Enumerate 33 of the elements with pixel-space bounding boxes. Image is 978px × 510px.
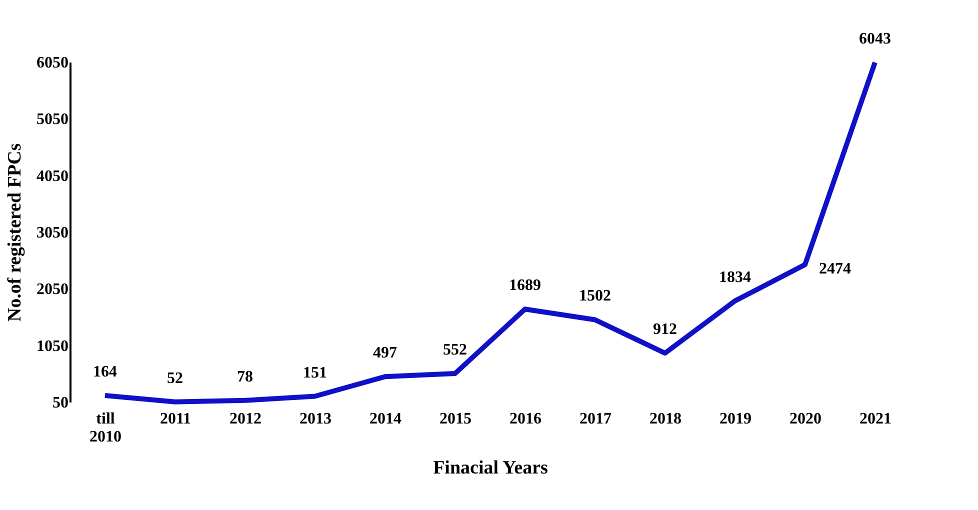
data-label: 2474	[819, 260, 851, 278]
y-tick-label: 50	[52, 394, 68, 412]
y-tick-label: 3050	[36, 224, 68, 242]
data-label: 497	[373, 344, 397, 362]
y-tick-label: 5050	[36, 111, 68, 128]
x-tick-label: 2021	[860, 410, 892, 428]
data-label: 1689	[509, 277, 541, 294]
x-tick-label: 2013	[300, 410, 332, 428]
data-label: 1834	[719, 268, 751, 286]
y-tick-label: 1050	[36, 338, 68, 355]
data-label: 552	[443, 342, 467, 359]
data-label: 151	[303, 364, 327, 382]
y-tick-label: 2050	[36, 281, 68, 298]
y-tick-label: 6050	[36, 54, 68, 72]
x-tick-label: 2014	[370, 410, 402, 428]
x-tick-label: 2012	[230, 410, 262, 428]
x-tick-label: 2017	[580, 410, 612, 428]
x-tick-label: 2019	[720, 410, 752, 428]
data-label: 78	[237, 368, 253, 386]
x-tick-label: 2020	[790, 410, 822, 428]
data-label: 52	[167, 370, 183, 387]
x-tick-label: 2015	[440, 410, 472, 428]
x-tick-label: till 2010	[90, 410, 122, 446]
x-tick-label: 2018	[650, 410, 682, 428]
y-axis-title: No.of registered FPCs	[4, 143, 26, 322]
y-tick-label: 4050	[36, 168, 68, 185]
data-label: 164	[93, 364, 117, 381]
x-tick-label: 2016	[510, 410, 542, 428]
x-axis-title: Finacial Years	[433, 458, 548, 478]
data-label: 6043	[859, 30, 891, 48]
x-tick-label: 2011	[160, 410, 192, 428]
data-label: 1502	[579, 288, 611, 305]
data-label: 912	[653, 321, 677, 338]
